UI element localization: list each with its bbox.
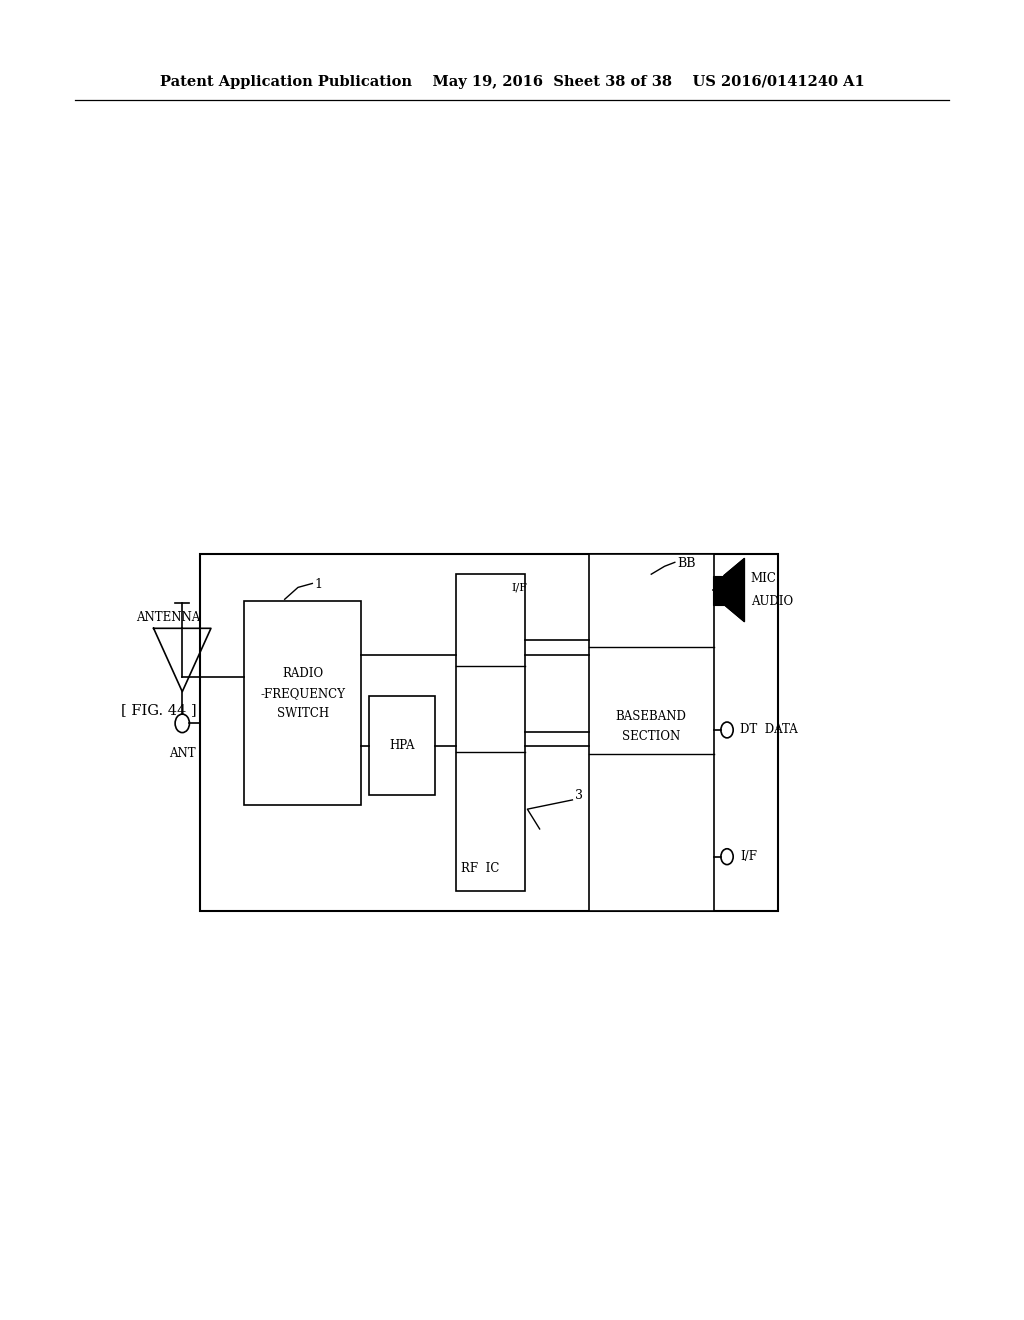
Bar [369, 696, 435, 795]
Polygon shape [724, 558, 744, 622]
Text: BASEBAND: BASEBAND [615, 710, 687, 723]
Text: [ FIG. 44 ]: [ FIG. 44 ] [121, 704, 197, 717]
Text: -FREQUENCY: -FREQUENCY [260, 688, 345, 700]
Text: BB: BB [677, 557, 695, 570]
Bar [713, 576, 724, 605]
Text: AUDIO: AUDIO [751, 595, 793, 609]
Text: ANTENNA: ANTENNA [136, 611, 201, 624]
Text: RADIO: RADIO [282, 668, 324, 680]
Text: Patent Application Publication    May 19, 2016  Sheet 38 of 38    US 2016/014124: Patent Application Publication May 19, 2… [160, 75, 864, 88]
Text: I/F: I/F [740, 850, 758, 863]
Bar [589, 554, 714, 911]
Text: I/F: I/F [511, 582, 527, 593]
Bar [200, 554, 778, 911]
Text: SWITCH: SWITCH [276, 708, 329, 719]
Text: ANT: ANT [169, 747, 196, 760]
Bar [244, 601, 361, 805]
Text: HPA: HPA [389, 739, 415, 751]
Text: MIC: MIC [751, 572, 776, 585]
Text: DT  DATA: DT DATA [740, 723, 798, 737]
Bar [456, 574, 525, 891]
Text: 3: 3 [575, 789, 584, 803]
Text: RF  IC: RF IC [461, 862, 499, 875]
Text: 1: 1 [314, 578, 323, 591]
Text: SECTION: SECTION [623, 730, 680, 743]
